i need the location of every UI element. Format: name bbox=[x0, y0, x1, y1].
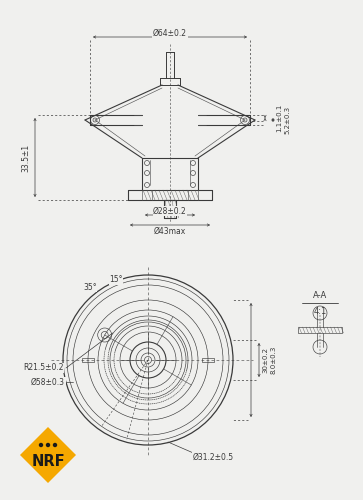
Circle shape bbox=[53, 443, 57, 447]
Text: Ø64±0.2: Ø64±0.2 bbox=[153, 28, 187, 38]
Text: 4:1: 4:1 bbox=[313, 306, 327, 316]
Bar bbox=[202, 358, 214, 362]
Text: Ø28±0.2: Ø28±0.2 bbox=[153, 206, 187, 216]
Text: 1.1±0.1: 1.1±0.1 bbox=[276, 104, 282, 132]
Text: 30±0.2: 30±0.2 bbox=[262, 347, 268, 373]
Bar bbox=[82, 358, 94, 362]
Text: NRF: NRF bbox=[31, 454, 65, 468]
Circle shape bbox=[46, 443, 50, 447]
Text: 15°: 15° bbox=[109, 276, 123, 284]
Text: Ø31.2±0.5: Ø31.2±0.5 bbox=[192, 452, 233, 462]
Text: 8.0±0.3: 8.0±0.3 bbox=[270, 346, 276, 374]
Text: A-A: A-A bbox=[313, 290, 327, 300]
Polygon shape bbox=[20, 427, 76, 483]
Text: R21.5±0.2: R21.5±0.2 bbox=[23, 364, 63, 372]
Text: Ø43max: Ø43max bbox=[154, 226, 186, 235]
Text: Ø58±0.3: Ø58±0.3 bbox=[31, 378, 65, 386]
Text: 33.5±1: 33.5±1 bbox=[21, 144, 30, 172]
Text: 5.2±0.3: 5.2±0.3 bbox=[284, 106, 290, 134]
Text: 35°: 35° bbox=[83, 282, 97, 292]
Circle shape bbox=[39, 443, 43, 447]
Bar bbox=[298, 327, 342, 333]
